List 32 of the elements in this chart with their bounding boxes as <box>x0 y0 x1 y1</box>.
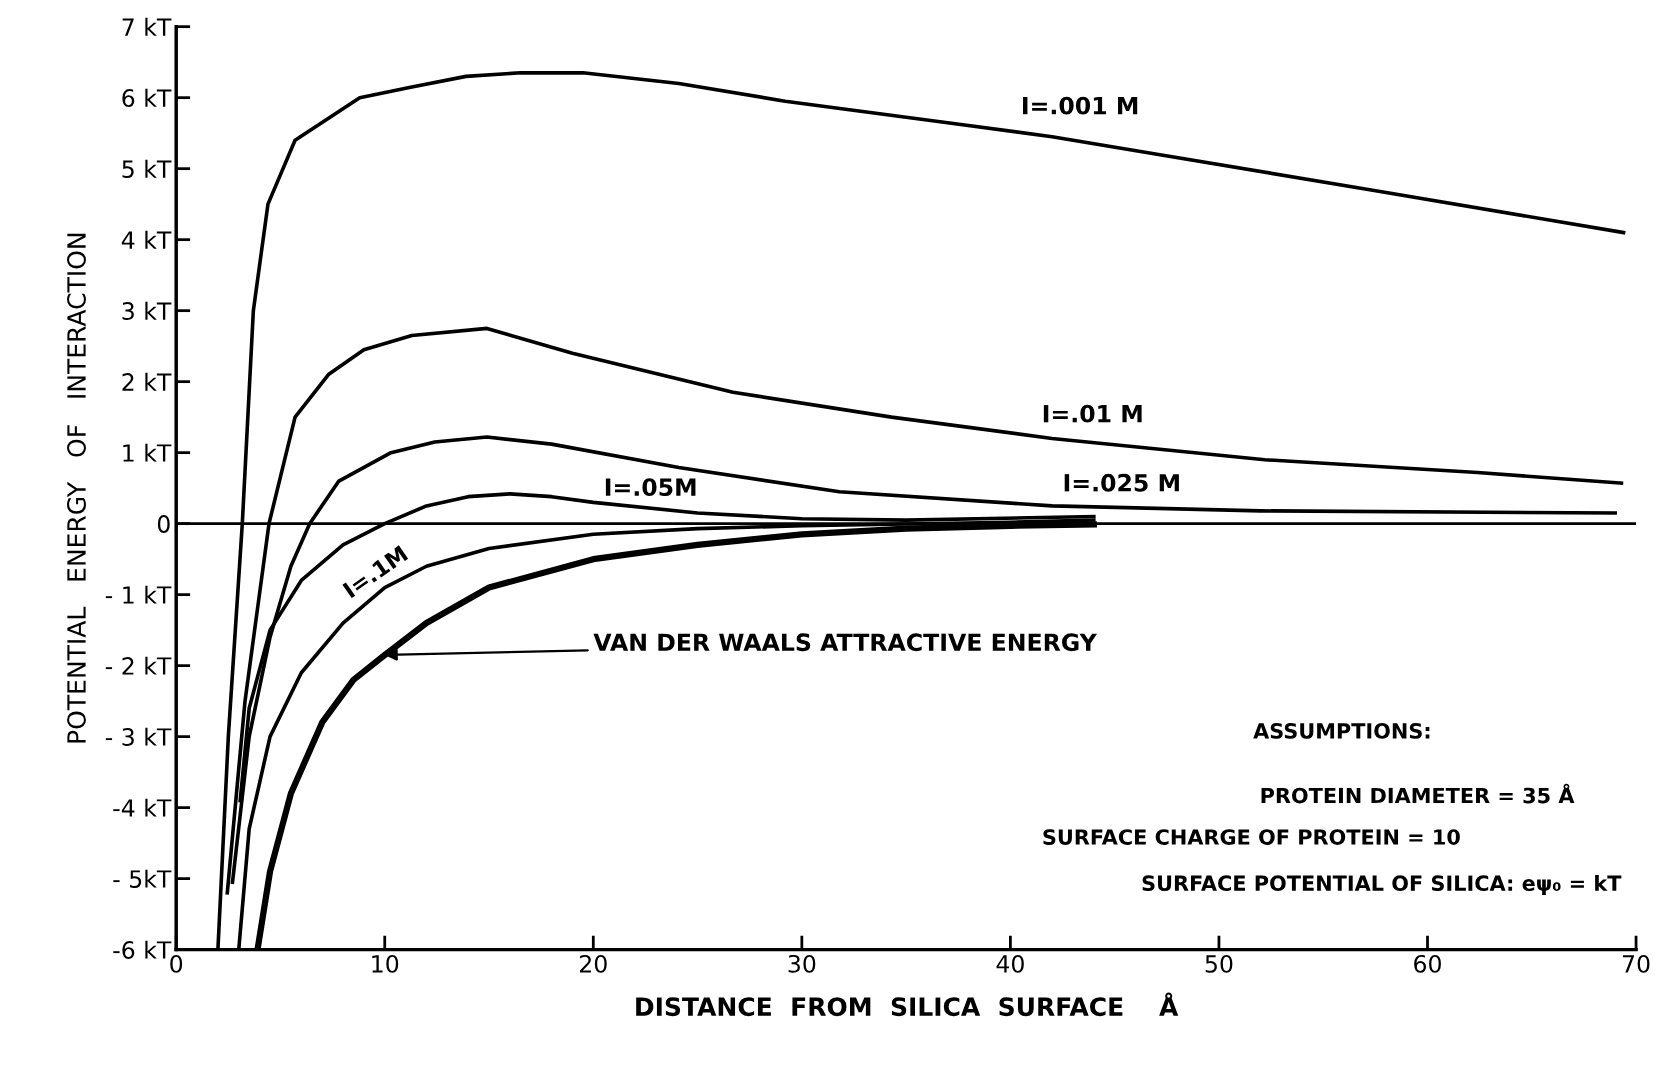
x-tick-label: 40 <box>996 954 1024 973</box>
series-label: I=.001 M <box>1022 96 1138 115</box>
y-axis-title: POTENTIAL ENERGY OF INTERACTION <box>67 233 86 743</box>
annotation: VAN DER WAALS ATTRACTIVE ENERGY <box>593 633 1098 652</box>
series-label: I=.01 M <box>1043 404 1142 423</box>
series-label: I=.025 M <box>1064 473 1179 492</box>
y-tick-label: 5 kT <box>122 159 172 178</box>
annotation: SURFACE POTENTIAL OF SILICA: eψ₀ = kT <box>1142 874 1622 896</box>
x-axis-title: DISTANCE FROM SILICA SURFACE Å <box>636 992 1179 1017</box>
y-tick-label: - 3 kT <box>105 727 172 746</box>
y-tick-label: 1 kT <box>123 443 172 462</box>
x-tick-label: 10 <box>372 954 399 973</box>
series-label: I=.05M <box>605 478 696 497</box>
y-tick-label: - 1 kT <box>105 585 172 604</box>
y-tick-label: 2 kT <box>122 372 172 391</box>
annotation: SURFACE CHARGE OF PROTEIN = 10 <box>1043 829 1460 845</box>
y-tick-label: 4 kT <box>121 230 172 249</box>
x-tick-label: 30 <box>788 954 816 973</box>
x-tick-label: 70 <box>1622 954 1650 973</box>
y-tick-label: -4 kT <box>113 798 172 817</box>
x-tick-label: 20 <box>580 954 607 973</box>
y-tick-label: -6 kT <box>113 940 172 959</box>
x-tick-label: 50 <box>1205 954 1233 973</box>
x-tick-label: 60 <box>1414 954 1441 973</box>
y-tick-label: 7 kT <box>122 17 172 36</box>
y-tick-label: 0 <box>157 515 170 533</box>
y-tick-label: - 2 kT <box>105 656 172 675</box>
y-tick-label: - 5kT <box>113 869 172 888</box>
annotation: ASSUMPTIONS: <box>1253 723 1430 739</box>
y-tick-label: 3 kT <box>122 301 172 320</box>
annotation: PROTEIN DIAMETER = 35 Å <box>1261 783 1575 804</box>
y-tick-label: 6 kT <box>122 88 172 107</box>
